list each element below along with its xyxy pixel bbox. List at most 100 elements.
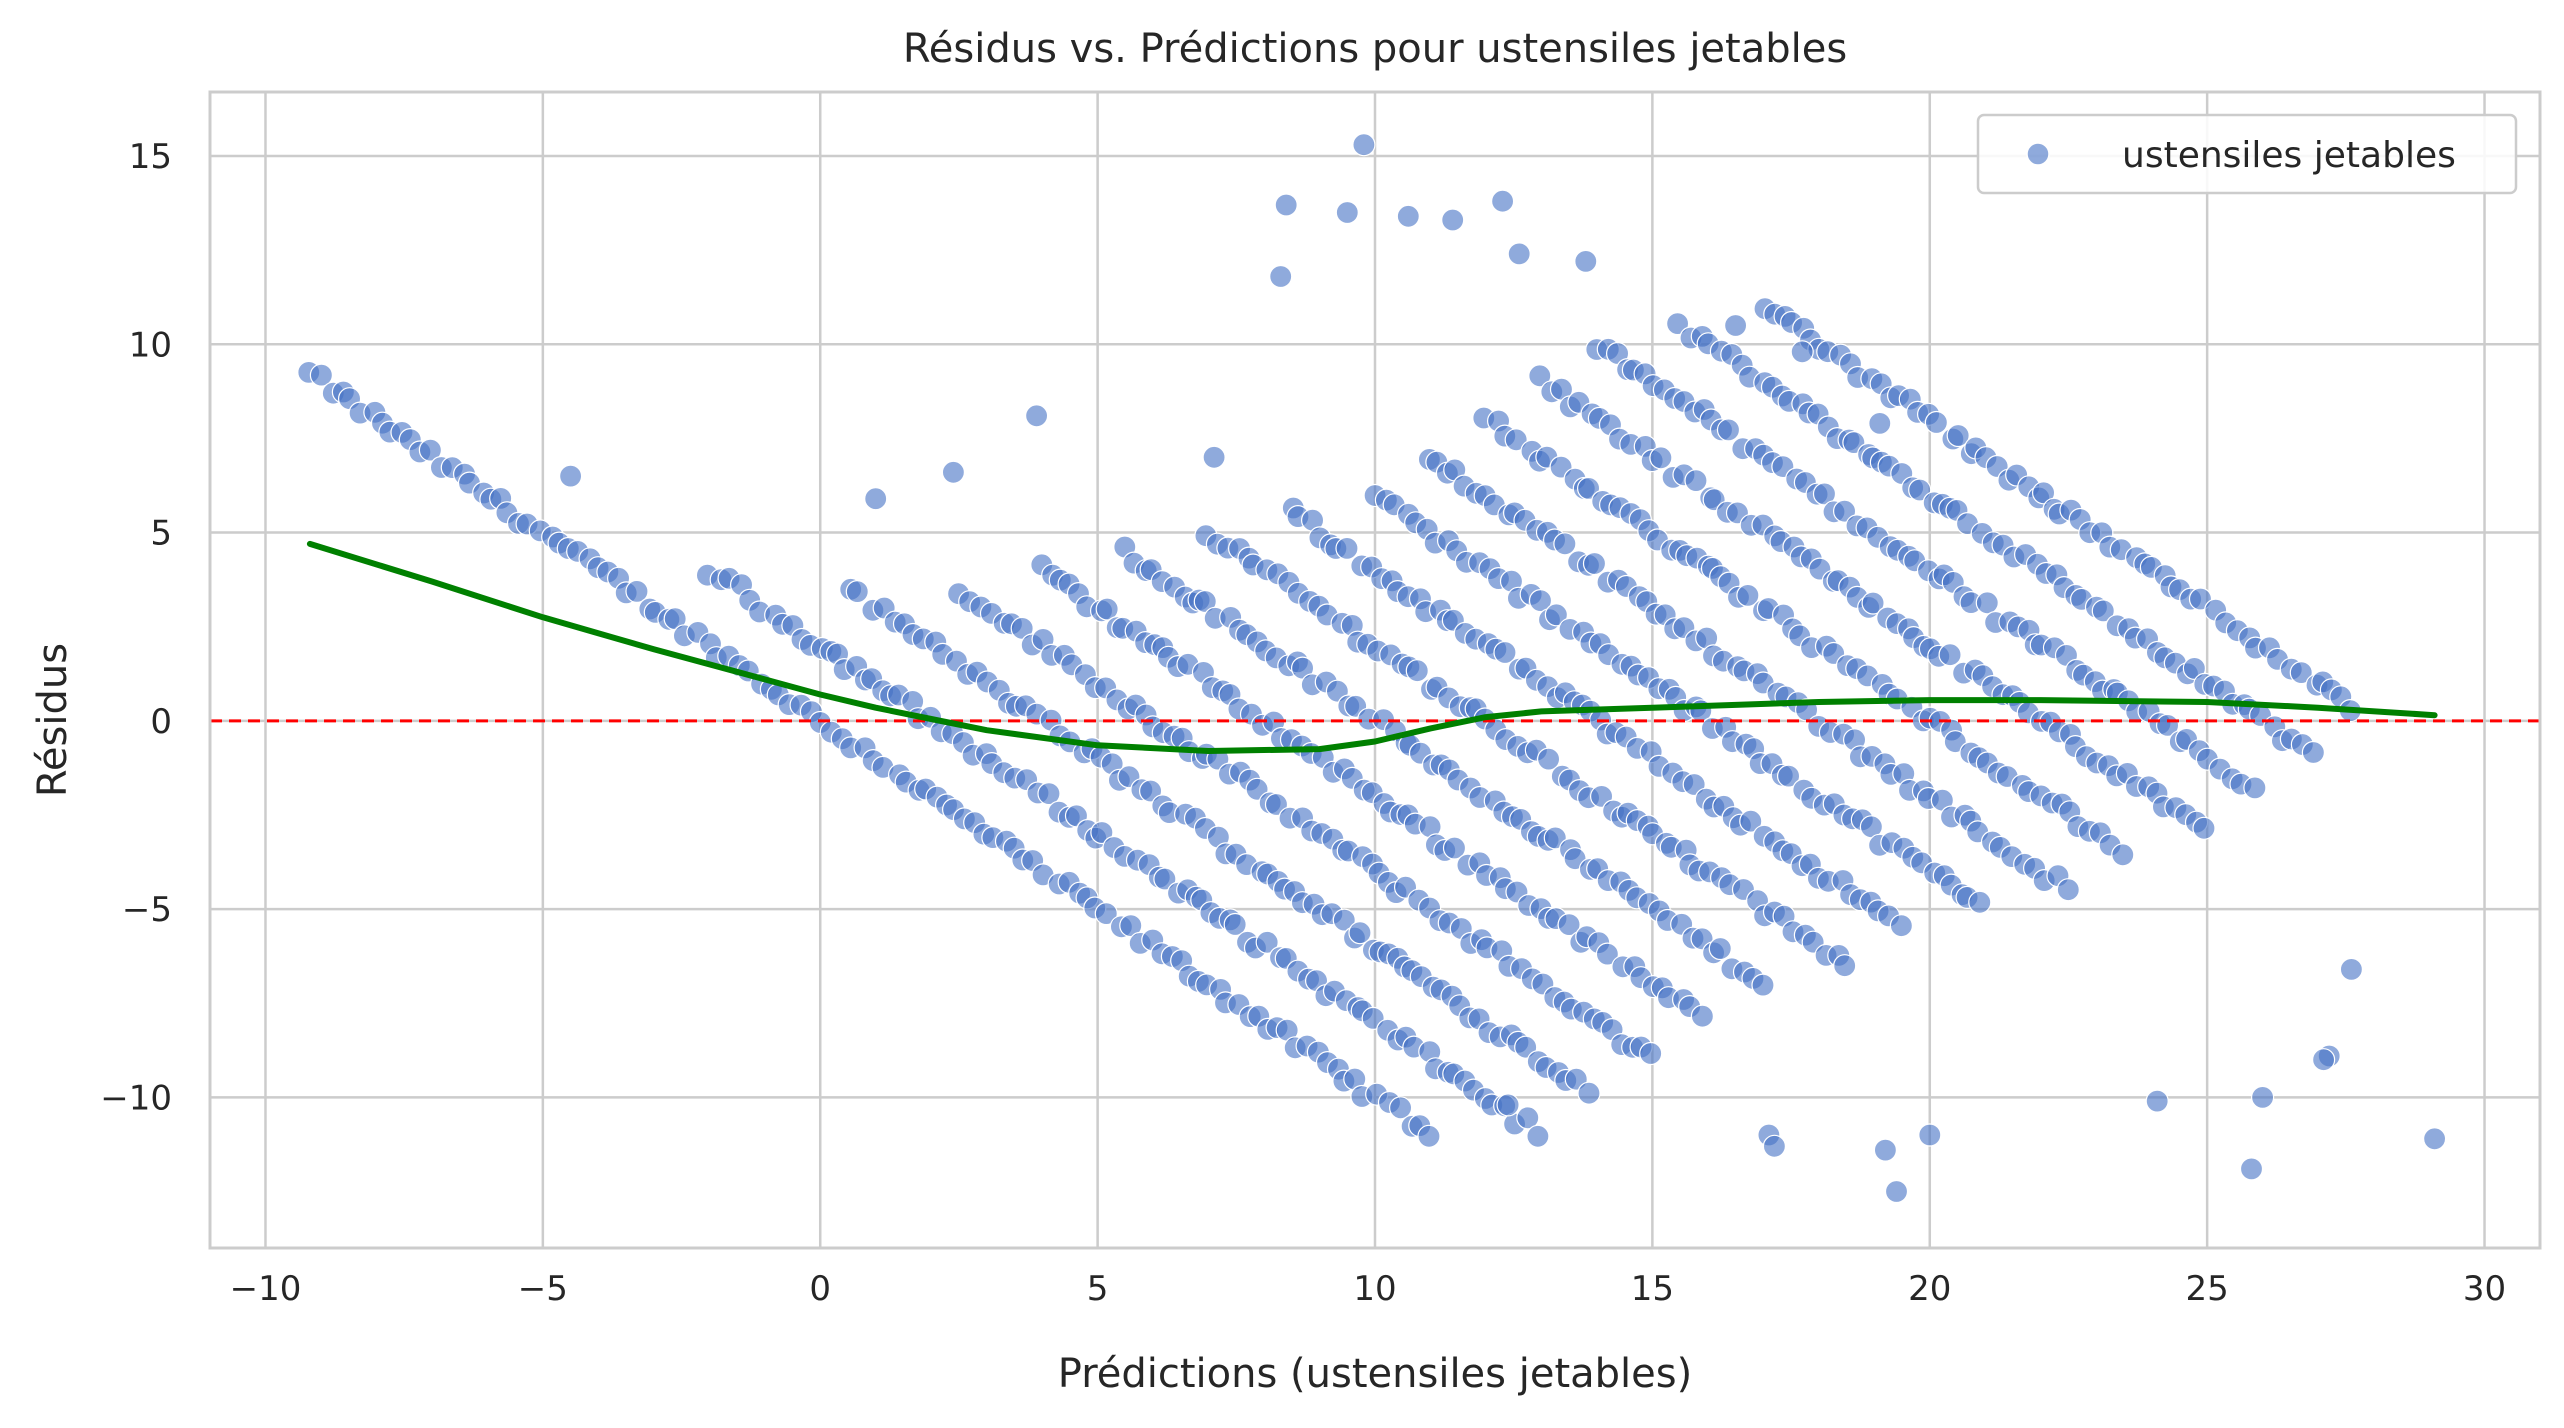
chart-title: Résidus vs. Prédictions pour ustensiles … <box>903 26 1847 72</box>
scatter-point <box>1582 551 1607 576</box>
scatter-point <box>1335 200 1359 225</box>
scatter-point <box>1723 313 1748 338</box>
scatter-point <box>1335 536 1359 561</box>
legend-entry: ustensiles jetables <box>2122 135 2456 176</box>
scatter-point <box>1751 973 1775 997</box>
scatter-point <box>1507 242 1531 266</box>
scatter-point <box>1649 446 1673 470</box>
scatter-point <box>1918 1123 1942 1147</box>
scatter-point <box>1516 1106 1540 1130</box>
scatter-point <box>2056 878 2080 902</box>
scatter-point <box>1442 836 1467 860</box>
x-tick-label: 15 <box>1631 1269 1674 1309</box>
scatter-point <box>1889 914 1914 938</box>
scatter-point <box>1352 133 1376 157</box>
scatter-point <box>1762 1134 1787 1158</box>
scatter-point <box>1861 591 1885 615</box>
scatter-point <box>864 487 888 511</box>
scatter-point <box>1496 1093 1520 1117</box>
scatter-point <box>2091 599 2115 623</box>
x-axis-label: Prédictions (ustensiles jetables) <box>1058 1351 1692 1397</box>
scatter-point <box>1943 730 1967 754</box>
scatter-point <box>1388 1096 1413 1120</box>
scatter-point <box>1938 643 1962 667</box>
scatter-point <box>1202 445 1226 469</box>
scatter-point <box>1968 890 1992 914</box>
scatter-point <box>1024 404 1049 428</box>
scatter-point <box>1574 249 1598 273</box>
scatter-point <box>1119 913 1143 938</box>
x-tick-label: 30 <box>2463 1269 2506 1309</box>
scatter-point <box>1441 208 1465 232</box>
scatter-point <box>418 438 442 462</box>
scatter-point <box>1396 204 1420 228</box>
scatter-point <box>2289 660 2313 685</box>
scatter-point <box>1332 908 1356 932</box>
legend: ustensiles jetables <box>1976 113 2518 195</box>
scatter-point <box>1544 603 1569 627</box>
scatter-point <box>1269 264 1293 289</box>
x-tick-label: −10 <box>230 1269 302 1309</box>
scatter-point <box>1873 1138 1898 1162</box>
y-tick-label: −5 <box>122 890 172 930</box>
scatter-point <box>1504 428 1528 452</box>
scatter-point <box>1595 942 1620 966</box>
y-tick-label: 10 <box>129 325 172 365</box>
scatter-point <box>1536 747 1561 771</box>
scatter-point <box>1776 764 1801 788</box>
legend-box <box>1976 113 2518 195</box>
scatter-point <box>1557 912 1581 937</box>
scatter-point <box>1255 930 1279 954</box>
scatter-point <box>1223 912 1247 937</box>
scatter-point <box>1684 469 1708 493</box>
scatter-point <box>1490 189 1515 213</box>
scatter-point <box>1553 532 1577 556</box>
scatter-point <box>1493 640 1517 665</box>
x-tick-label: −5 <box>518 1269 568 1309</box>
scatter-point <box>309 363 333 387</box>
scatter-point <box>1405 659 1429 683</box>
scatter-point <box>1868 411 1892 435</box>
scatter-point <box>2339 957 2363 982</box>
scatter-point <box>2301 740 2325 765</box>
overlay-lines <box>210 540 2540 754</box>
scatter-point <box>1739 809 1763 833</box>
scatter-point <box>1884 1179 1909 1204</box>
x-tick-label: 5 <box>1087 1269 1109 1309</box>
y-tick-label: 0 <box>150 702 172 742</box>
scatter-point <box>1037 781 1061 806</box>
scatter-point <box>1716 418 1741 442</box>
scatter-point <box>1528 588 1553 613</box>
y-axis-label: Résidus <box>30 643 76 797</box>
y-tick-label: 5 <box>150 514 172 554</box>
scatter-point <box>1528 364 1552 388</box>
scatter-point <box>2192 816 2216 840</box>
scatter-point <box>1790 340 1814 364</box>
scatter-point <box>1946 423 1970 448</box>
scatter-point <box>1708 936 1732 961</box>
scatter-point <box>845 579 869 604</box>
scatter-point <box>2423 1127 2447 1151</box>
plot-frame <box>208 90 2542 1250</box>
scatter-point <box>1639 1041 1663 1066</box>
scatter-point <box>1665 312 1690 336</box>
lowess-trend-line <box>306 540 2438 754</box>
legend-marker <box>2026 142 2050 166</box>
scatter-point <box>1417 1124 1441 1148</box>
scatter-point <box>1690 1004 1715 1028</box>
scatter-point <box>1736 583 1760 608</box>
scatter-point <box>1833 954 1857 978</box>
scatter-point <box>558 464 583 488</box>
x-tick-label: 0 <box>809 1269 831 1309</box>
tick-labels: −10 −5 0 5 10 15 20 25 30 −10 −5 0 5 10 15 <box>100 137 2506 1309</box>
scatter-point <box>1095 597 1119 621</box>
y-tick-label: 15 <box>129 137 172 177</box>
scatter-point <box>2145 1089 2169 1113</box>
x-tick-label: 20 <box>1908 1269 1951 1309</box>
scatter-point <box>1274 193 1298 217</box>
scatter-point <box>2312 1048 2336 1072</box>
scatter-point <box>2111 843 2135 867</box>
scatter-point <box>1975 591 1999 615</box>
scatter-point <box>1526 1124 1550 1148</box>
